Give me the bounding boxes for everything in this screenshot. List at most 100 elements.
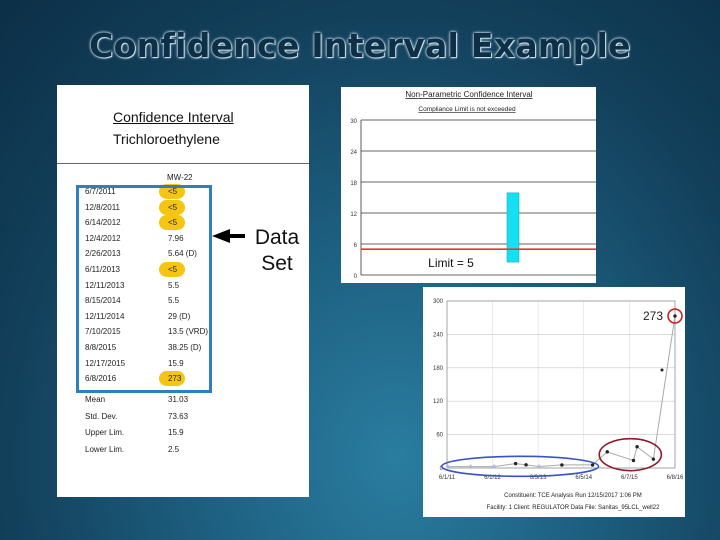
data-set-highlight-box	[76, 185, 212, 393]
table-row: 12/4/2012 7.96	[85, 231, 285, 246]
value-highlight	[159, 262, 185, 277]
chart1-title: Non-Parametric Confidence Interval	[405, 90, 532, 99]
data-point	[590, 463, 595, 467]
stat-label: Mean	[85, 395, 106, 404]
chart2-y-tick-label: 300	[433, 299, 444, 305]
slide-title: Confidence Interval Example	[89, 26, 631, 65]
table-row: 6/11/2013 <5	[85, 262, 285, 277]
chart2-footer-line2: Facility: 1 Client: REGULATOR Data File:…	[487, 505, 661, 511]
data-point	[673, 314, 677, 318]
chart1-y-tick-label: 18	[350, 181, 357, 187]
row-date: 12/17/2015	[85, 358, 126, 368]
row-date: 12/11/2014	[85, 311, 125, 321]
table-row: 8/8/2015 38.25 (D)	[85, 340, 285, 355]
left-arrow-icon	[212, 229, 230, 243]
non-detect-point	[536, 464, 542, 469]
data-set-label-line1: Data	[254, 226, 300, 249]
stat-value: 73.63	[168, 411, 189, 421]
recent-detections-circle	[598, 437, 663, 472]
row-value: 38.25 (D)	[168, 343, 202, 352]
row-value: <5	[168, 202, 178, 212]
chart2-x-tick-label: 6/7/15	[621, 475, 638, 481]
row-date: 8/8/2015	[85, 343, 117, 352]
stat-row: Mean 31.03	[85, 395, 188, 404]
chart2-x-tick-label: 6/1/11	[439, 475, 456, 481]
table-row: 12/8/2011 <5	[85, 199, 285, 215]
confidence-interval-bar	[506, 192, 520, 263]
confidence-interval-chart: Non-Parametric Confidence Interval Compl…	[341, 87, 596, 283]
table-caption-title: Confidence Interval	[113, 109, 234, 125]
chart2-footer-line1: Constituent: TCE Analysis Run 12/15/2017…	[504, 493, 642, 499]
stat-value: 31.03	[168, 395, 189, 404]
table-row: 8/15/2014 5.5	[85, 293, 285, 308]
max-value-circle	[667, 308, 683, 324]
data-table-panel: Confidence Interval Trichloroethylene MW…	[57, 85, 309, 497]
row-date: 8/15/2014	[85, 296, 121, 306]
value-highlight	[159, 199, 185, 215]
row-date: 7/10/2015	[85, 327, 121, 337]
data-point	[635, 445, 639, 449]
chart2-y-tick-label: 120	[433, 399, 444, 405]
row-date: 2/26/2013	[85, 249, 121, 259]
stat-row: Std. Dev. 73.63	[85, 411, 188, 421]
chart2-x-tick-label: 6/3/13	[530, 475, 547, 481]
non-detect-point	[491, 464, 497, 469]
table-row: 6/14/2012 <5	[85, 215, 285, 231]
table-divider	[57, 163, 309, 164]
data-point	[631, 458, 636, 463]
row-value: 7.96	[168, 233, 184, 243]
row-value: <5	[168, 265, 178, 274]
chart1-y-tick-label: 24	[350, 150, 357, 156]
chart1-y-tick-label: 30	[350, 119, 357, 125]
row-date: 6/7/2011	[85, 187, 116, 196]
stat-row: Lower Lim. 2.5	[85, 444, 179, 454]
table-row: 2/26/2013 5.64 (D)	[85, 246, 285, 261]
chart2-x-tick-label: 6/5/14	[575, 475, 592, 481]
table-column-header: MW-22	[167, 173, 193, 182]
table-caption-analyte: Trichloroethylene	[113, 131, 220, 147]
chart1-y-tick-label: 0	[354, 274, 358, 280]
chart2-x-tick-label: 6/1/12	[484, 475, 501, 481]
row-date: 6/14/2012	[85, 218, 121, 228]
data-point	[605, 450, 609, 454]
data-point	[524, 463, 528, 467]
chart2-plot-frame	[446, 300, 676, 469]
chart1-y-tick-label: 12	[350, 212, 357, 218]
table-row: 7/10/2015 13.5 (VRD)	[85, 324, 285, 339]
row-date: 6/8/2016	[85, 374, 117, 384]
chart2-y-tick-label: 60	[436, 433, 443, 439]
stat-value: 2.5	[168, 444, 180, 454]
value-highlight	[159, 215, 185, 231]
row-date: 6/11/2013	[85, 265, 120, 274]
row-value: 29 (D)	[168, 311, 191, 321]
stat-label: Lower Lim.	[85, 444, 125, 454]
non-detect-cluster-circle	[440, 455, 600, 478]
chart2-y-tick-label: 180	[433, 366, 444, 372]
limit-label: Limit = 5	[428, 256, 474, 270]
confidence-interval-chart-svg: Non-Parametric Confidence Interval Compl…	[350, 90, 596, 280]
data-set-label: Data Set	[250, 225, 304, 277]
data-set-label-line2: Set	[261, 252, 293, 275]
row-value: 13.5 (VRD)	[168, 327, 209, 337]
chart1-subtitle: Compliance Limit is not exceeded	[418, 106, 516, 113]
stat-label: Std. Dev.	[85, 411, 118, 421]
table-row: 12/17/2015 15.9	[85, 356, 285, 371]
data-point	[651, 457, 656, 461]
row-date: 12/4/2012	[85, 233, 121, 243]
stat-row: Upper Lim. 15.9	[85, 428, 184, 437]
chart1-y-tick-label: 6	[354, 243, 358, 249]
time-series-chart: 300 240 180 120 60 0 6/1/11 6/1/12 6/3/13 6/5/14…	[423, 287, 685, 517]
chart2-y-tick-label: 240	[433, 332, 444, 338]
row-value: 5.5	[168, 280, 180, 290]
row-value: 15.9	[168, 358, 184, 368]
time-series-chart-svg: 300 240 180 120 60 0 6/1/11 6/1/12 6/3/13 6/5/14…	[433, 299, 684, 511]
stat-label: Upper Lim.	[85, 428, 125, 437]
data-point	[660, 368, 664, 372]
table-row: 12/11/2014 29 (D)	[85, 309, 285, 324]
table-row: 12/11/2013 5.5	[85, 278, 285, 293]
chart2-x-tick-label: 6/8/16	[667, 475, 684, 481]
stat-value: 15.9	[168, 428, 184, 437]
row-date: 12/8/2011	[85, 202, 120, 212]
row-date: 12/11/2013	[85, 280, 125, 290]
left-arrow-shaft	[229, 234, 245, 238]
